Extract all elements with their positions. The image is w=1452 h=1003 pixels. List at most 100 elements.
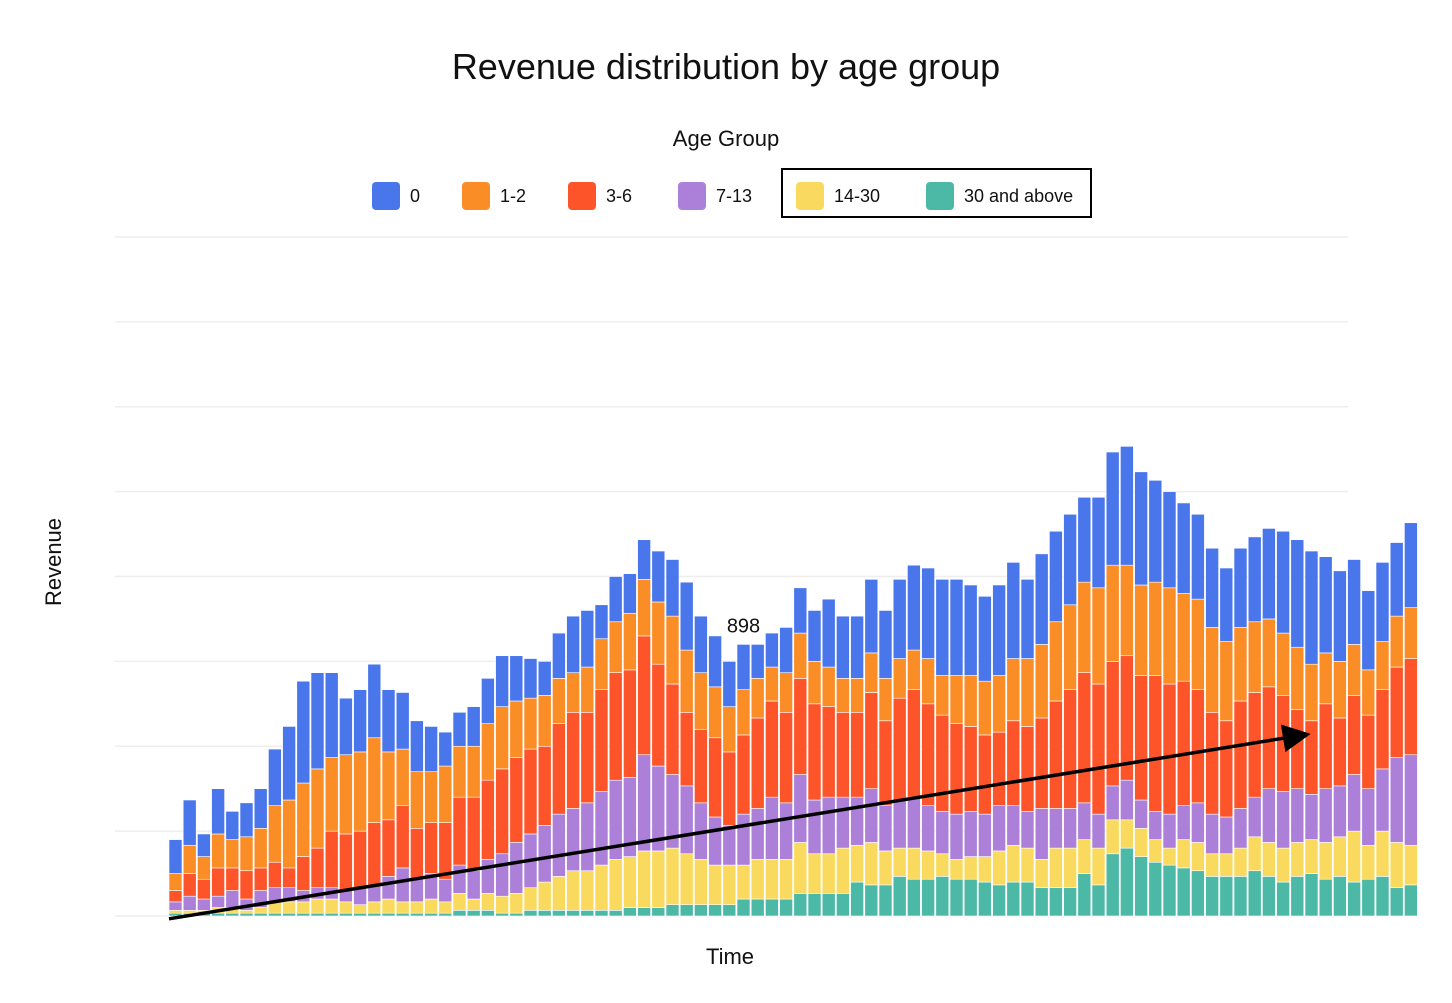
bar-segment-14-30 [495, 895, 509, 914]
bar-segment-1-2 [552, 678, 566, 724]
legend-swatch-30-and-above [926, 182, 954, 210]
bar-segment-0 [410, 720, 424, 773]
bar-segment-14-30 [566, 870, 580, 911]
bar-segment-14-30 [779, 859, 793, 900]
bar-segment-14-30 [452, 893, 467, 911]
bar-segment-1-2 [1247, 621, 1262, 693]
bar-segment-0 [1219, 567, 1234, 642]
bar-segment-0 [1375, 562, 1390, 642]
bar-segment-30-and-above [1276, 881, 1290, 917]
bar-segment-1-2 [1105, 564, 1120, 662]
bar-segment-1-2 [495, 706, 509, 770]
bar-segment-30-and-above [268, 912, 282, 917]
bar-segment-3-6 [339, 833, 353, 891]
bar-segment-14-30 [395, 901, 410, 914]
bar-segment-30-and-above [736, 898, 751, 917]
bar-segment-14-30 [1120, 819, 1134, 849]
bar-segment-30-and-above [1176, 867, 1191, 917]
bar-segment-1-2 [253, 827, 268, 869]
bar-segment-3-6 [395, 805, 410, 869]
bar-segment-1-2 [438, 765, 453, 823]
bar-segment-30-and-above [907, 878, 921, 917]
bar-segment-30-and-above [992, 884, 1006, 917]
bar-segment-0 [1134, 471, 1148, 586]
bar-segment-1-2 [197, 856, 211, 880]
bar-segment-0 [921, 567, 935, 659]
bar-segment-3-6 [651, 663, 666, 767]
bar-segment-30-and-above [580, 910, 595, 917]
bar-segment-30-and-above [1333, 876, 1347, 917]
bar-segment-3-6 [1034, 717, 1049, 809]
bar-segment-30-and-above [1091, 884, 1106, 917]
bar-segment-7-13 [197, 898, 211, 911]
bar-segment-3-6 [722, 751, 737, 826]
bar-segment-30-and-above [864, 884, 879, 917]
bar-segment-14-30 [1049, 847, 1063, 889]
legend-item-1-2[interactable]: 1-2 [462, 176, 526, 216]
bar-segment-0 [864, 579, 879, 654]
bar-segment-30-and-above [1049, 887, 1063, 917]
bar-segment-0 [466, 706, 481, 747]
bar-segment-14-30 [665, 847, 680, 905]
bar-segment-3-6 [566, 711, 580, 809]
bar-segment-1-2 [623, 612, 637, 671]
bar-segment-30-and-above [466, 910, 481, 917]
bar-segment-0 [481, 678, 495, 724]
bar-segment-1-2 [168, 873, 183, 891]
bar-segment-0 [1333, 570, 1347, 662]
bar-segment-7-13 [1148, 811, 1163, 840]
bar-segment-30-and-above [1247, 870, 1262, 917]
bar-segment-1-2 [679, 649, 694, 713]
bar-segment-7-13 [594, 791, 609, 866]
bar-segment-1-2 [566, 672, 580, 713]
bar-segment-1-2 [1233, 627, 1248, 702]
bar-segment-0 [878, 610, 893, 679]
bar-segment-14-30 [878, 850, 893, 886]
bar-segment-14-30 [864, 842, 879, 886]
legend-item-14-30[interactable]: 14-30 [796, 176, 880, 216]
bar-segment-0 [850, 615, 864, 679]
bar-segment-7-13 [736, 813, 751, 866]
bar-segment-1-2 [310, 768, 325, 849]
bar-segment-30-and-above [296, 912, 311, 917]
bar-segment-3-6 [1091, 683, 1106, 815]
bar-segment-1-2 [708, 686, 722, 739]
bar-segment-3-6 [779, 711, 793, 804]
bar-segment-0 [765, 632, 779, 668]
bar-segment-0 [509, 655, 524, 702]
bar-segment-30-and-above [807, 893, 822, 917]
legend-item-7-13[interactable]: 7-13 [678, 176, 752, 216]
bar-segment-3-6 [907, 689, 921, 798]
bar-segment-3-6 [324, 830, 339, 889]
bar-segment-0 [694, 615, 708, 673]
bar-segment-30-and-above [1063, 887, 1077, 917]
bar-segment-0 [978, 596, 992, 682]
bar-segment-3-6 [1389, 666, 1404, 758]
legend-item-0[interactable]: 0 [372, 176, 420, 216]
bar-segment-0 [1290, 539, 1305, 648]
bar-segment-3-6 [850, 711, 864, 798]
bar-segment-14-30 [182, 910, 197, 914]
bar-segment-3-6 [1304, 720, 1319, 795]
bar-segment-14-30 [282, 901, 296, 914]
bar-segment-7-13 [637, 754, 651, 852]
legend-item-3-6[interactable]: 3-6 [568, 176, 632, 216]
bar-segment-30-and-above [438, 912, 453, 917]
legend-item-30-and-above[interactable]: 30 and above [926, 176, 1073, 216]
bar-segment-1-2 [978, 680, 992, 736]
bar-segment-1-2 [594, 638, 609, 690]
bar-segment-30-and-above [1262, 876, 1276, 917]
bar-segment-1-2 [1148, 581, 1163, 676]
bar-segment-30-and-above [1304, 873, 1319, 917]
bar-segment-1-2 [452, 745, 467, 798]
bar-segment-7-13 [864, 788, 879, 843]
bar-segment-3-6 [637, 635, 651, 756]
bar-segment-14-30 [1020, 847, 1035, 883]
annotation-label: 898 [727, 615, 760, 637]
bar-segment-7-13 [1034, 808, 1049, 860]
bar-segment-0 [1034, 553, 1049, 645]
bar-segment-0 [1318, 556, 1333, 654]
bar-segment-7-13 [1105, 785, 1120, 821]
bar-segment-7-13 [779, 802, 793, 860]
bar-segment-3-6 [410, 827, 424, 880]
